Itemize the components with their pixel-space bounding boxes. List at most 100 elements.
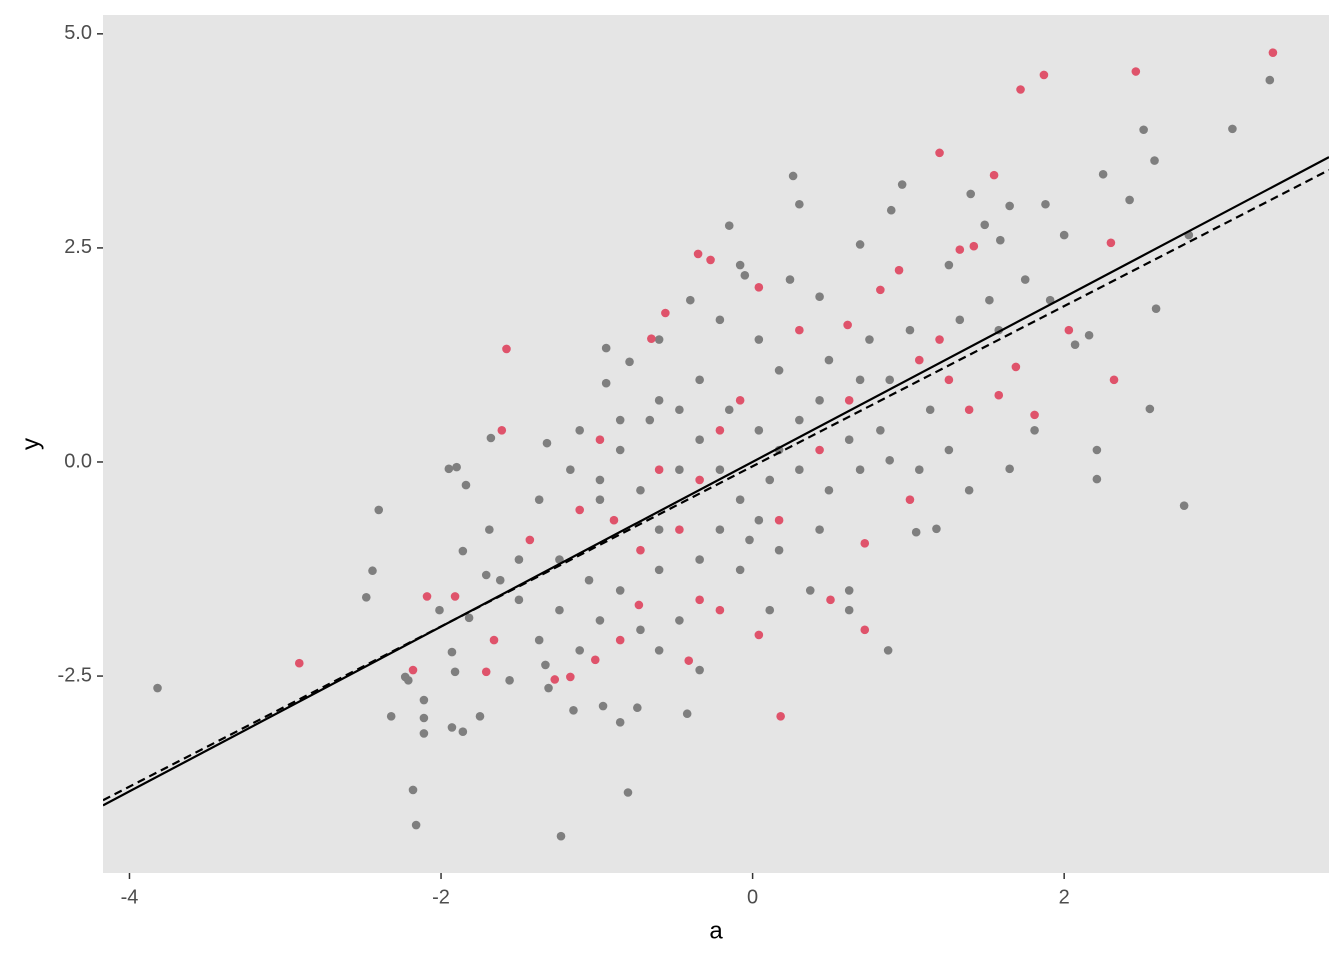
plot-marks bbox=[103, 48, 1329, 841]
point bbox=[735, 495, 745, 504]
point bbox=[685, 295, 695, 305]
point bbox=[675, 465, 684, 474]
point bbox=[1179, 501, 1189, 510]
point bbox=[826, 595, 835, 605]
point bbox=[914, 355, 924, 365]
point bbox=[601, 343, 611, 353]
point bbox=[865, 335, 874, 344]
point bbox=[745, 535, 754, 545]
point bbox=[876, 425, 885, 435]
point bbox=[595, 495, 605, 504]
x-axis-title: a bbox=[709, 917, 723, 944]
point bbox=[636, 545, 645, 555]
point bbox=[715, 425, 725, 435]
point bbox=[774, 366, 784, 375]
point bbox=[489, 635, 499, 645]
point bbox=[495, 575, 505, 585]
point bbox=[735, 396, 745, 405]
point bbox=[595, 616, 605, 625]
point bbox=[740, 271, 750, 280]
point bbox=[1131, 67, 1141, 76]
point bbox=[815, 525, 824, 534]
point bbox=[843, 320, 852, 330]
y-tick-label: 2.5 bbox=[64, 236, 92, 258]
point bbox=[447, 723, 457, 732]
point bbox=[598, 701, 608, 711]
point bbox=[935, 335, 944, 344]
point bbox=[654, 465, 664, 474]
point bbox=[706, 255, 715, 265]
y-axis-title: y bbox=[17, 438, 44, 450]
point bbox=[969, 241, 979, 251]
point bbox=[374, 505, 384, 515]
point bbox=[1109, 375, 1119, 385]
point bbox=[566, 465, 575, 474]
point bbox=[368, 566, 377, 576]
point bbox=[695, 555, 704, 564]
point bbox=[525, 535, 535, 545]
point bbox=[566, 672, 575, 682]
point bbox=[1016, 85, 1025, 94]
point bbox=[886, 205, 896, 215]
point bbox=[795, 325, 804, 335]
point bbox=[514, 595, 524, 605]
point bbox=[1041, 199, 1050, 209]
point bbox=[1070, 340, 1080, 349]
point bbox=[609, 515, 619, 525]
point bbox=[625, 357, 634, 367]
point bbox=[765, 605, 775, 615]
point bbox=[911, 527, 921, 537]
point bbox=[386, 711, 396, 721]
point bbox=[601, 378, 611, 388]
point bbox=[486, 433, 496, 443]
point bbox=[955, 245, 965, 254]
point bbox=[844, 396, 854, 405]
point bbox=[675, 405, 684, 415]
point bbox=[925, 405, 935, 415]
point bbox=[584, 575, 594, 585]
point bbox=[633, 703, 642, 713]
point bbox=[715, 605, 725, 615]
point bbox=[647, 334, 656, 343]
point bbox=[980, 220, 990, 230]
point bbox=[654, 565, 664, 575]
point bbox=[695, 475, 704, 485]
plot-panel bbox=[103, 15, 1329, 873]
point bbox=[1145, 404, 1155, 414]
point bbox=[615, 717, 625, 727]
point bbox=[514, 555, 524, 564]
point bbox=[550, 675, 560, 684]
point bbox=[419, 729, 429, 738]
point bbox=[481, 570, 491, 580]
point bbox=[595, 435, 605, 445]
point bbox=[654, 396, 664, 405]
point bbox=[654, 525, 664, 534]
point bbox=[774, 545, 784, 555]
point bbox=[408, 785, 418, 795]
point bbox=[497, 425, 507, 435]
point bbox=[815, 445, 824, 455]
point bbox=[844, 605, 854, 615]
point bbox=[905, 325, 915, 335]
point bbox=[944, 445, 954, 455]
point bbox=[636, 625, 645, 635]
point bbox=[556, 831, 566, 841]
point bbox=[815, 292, 824, 302]
point bbox=[575, 505, 584, 515]
x-tick-label: 0 bbox=[747, 886, 758, 908]
point bbox=[776, 711, 785, 721]
point bbox=[795, 415, 804, 425]
point bbox=[944, 260, 954, 270]
point bbox=[795, 199, 804, 209]
point bbox=[1151, 304, 1161, 314]
point bbox=[534, 495, 544, 504]
point bbox=[989, 170, 999, 180]
point bbox=[408, 665, 418, 675]
dashed-fit-line bbox=[103, 169, 1329, 802]
point bbox=[1139, 125, 1148, 135]
point bbox=[724, 405, 734, 415]
point bbox=[534, 635, 544, 645]
point bbox=[1030, 425, 1039, 435]
